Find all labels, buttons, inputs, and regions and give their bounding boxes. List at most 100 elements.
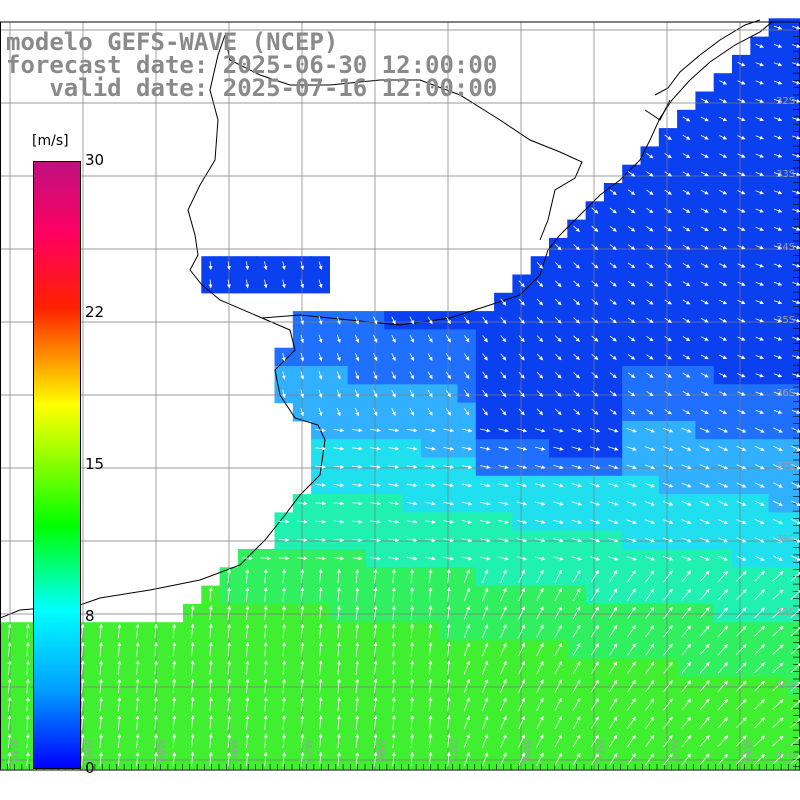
wind-arrow: [700, 116, 709, 122]
wind-arrow: [755, 153, 764, 158]
wind-arrow: [755, 263, 764, 268]
wind-arrow: [573, 280, 580, 287]
wind-arrow: [664, 153, 672, 159]
wind-cell: [640, 567, 660, 587]
wind-cell: [549, 603, 568, 623]
wind-arrow: [737, 80, 746, 85]
wind-arrow: [609, 299, 617, 305]
wind-arrow: [719, 281, 728, 286]
wind-cell: [585, 567, 605, 587]
wind-cell: [750, 622, 770, 642]
wind-cell: [786, 549, 800, 568]
wind-arrow: [792, 62, 800, 67]
wind-arrow: [682, 208, 691, 213]
wind-arrow: [773, 62, 783, 67]
lat-label: 36S: [776, 388, 795, 399]
wind-cell: [640, 640, 660, 660]
wind-arrow: [536, 280, 544, 288]
wind-arrow: [773, 25, 783, 30]
wind-cell: [567, 603, 587, 623]
wind-arrow: [737, 263, 746, 268]
wind-arrow: [755, 172, 764, 177]
wind-cell: [530, 622, 550, 642]
wind-arrow: [627, 262, 636, 269]
wind-cell: [732, 585, 751, 605]
wind-arrow: [792, 282, 800, 286]
wind-arrow: [646, 152, 654, 159]
lon-label: 55W: [450, 739, 461, 762]
wind-arrow: [609, 280, 617, 287]
wind-cell: [786, 457, 800, 477]
wind-arrow: [737, 208, 746, 213]
wind-arrow: [664, 226, 672, 232]
wind-cell: [585, 732, 605, 751]
wind-arrow: [755, 117, 764, 122]
wind-cell: [768, 695, 788, 715]
lon-label: 52W: [670, 739, 681, 762]
wind-arrow: [792, 245, 800, 250]
valid-date: valid date: 2025-07-16 12:00:00: [6, 74, 498, 102]
wind-cell: [732, 603, 751, 623]
wind-speed-field: [0, 18, 800, 770]
wind-arrow: [773, 208, 783, 213]
wind-arrow: [737, 153, 746, 158]
wind-arrow: [755, 300, 764, 305]
wind-cell: [622, 603, 642, 623]
wind-cell: [695, 622, 715, 642]
wind-cell: [622, 713, 642, 733]
wind-cell: [549, 640, 568, 660]
wind-arrow: [226, 261, 231, 271]
wind-cell: [713, 622, 733, 642]
wind-cell: [658, 585, 678, 605]
wind-cell: [750, 603, 770, 623]
wind-arrow: [646, 207, 654, 214]
wind-arrow: [664, 134, 672, 140]
wind-arrow: [755, 208, 764, 213]
wind-cell: [567, 585, 587, 605]
wind-arrow: [682, 153, 691, 159]
wind-cell: [677, 585, 696, 605]
wind-arrow: [591, 207, 599, 214]
lon-label: 54W: [523, 739, 534, 762]
wind-arrow: [737, 135, 746, 140]
wind-arrow: [664, 299, 672, 305]
wind-arrow: [278, 537, 290, 542]
wind-arrow: [773, 80, 783, 85]
wind-cell: [768, 732, 788, 751]
wind-cell: [768, 640, 788, 660]
wind-cell: [786, 420, 800, 440]
wind-cell: [658, 640, 678, 660]
wind-cell: [622, 695, 642, 715]
wind-arrow: [318, 261, 323, 270]
wind-arrow: [792, 99, 800, 103]
wind-cell: [786, 91, 800, 111]
wind-cell: [786, 713, 800, 733]
wind-cell: [713, 640, 733, 660]
wind-arrow: [627, 189, 636, 195]
wind-cell: [567, 677, 587, 696]
wind-cell: [750, 585, 770, 605]
wind-cell: [713, 658, 733, 678]
wind-cell: [695, 732, 715, 751]
wind-arrow: [591, 280, 599, 287]
wind-arrow: [682, 226, 691, 232]
wind-arrow: [664, 207, 672, 214]
wind-cell: [732, 677, 751, 696]
wind-arrow: [737, 62, 746, 67]
wind-cell: [603, 732, 623, 751]
wind-arrow: [773, 153, 783, 158]
wind-cell: [786, 347, 800, 367]
wind-cell: [677, 622, 696, 642]
wind-cell: [658, 567, 678, 587]
wind-arrow: [281, 261, 286, 270]
wind-cell: [530, 677, 550, 696]
wind-cell: [732, 567, 751, 587]
wind-arrow: [646, 171, 654, 177]
wind-cell: [622, 622, 642, 642]
wind-arrow: [700, 226, 709, 231]
wind-cell: [603, 658, 623, 678]
colorbar-tick: 30: [85, 151, 105, 169]
wind-cell: [768, 567, 788, 587]
wind-cell: [549, 732, 568, 751]
lon-label: 61W: [10, 739, 21, 762]
